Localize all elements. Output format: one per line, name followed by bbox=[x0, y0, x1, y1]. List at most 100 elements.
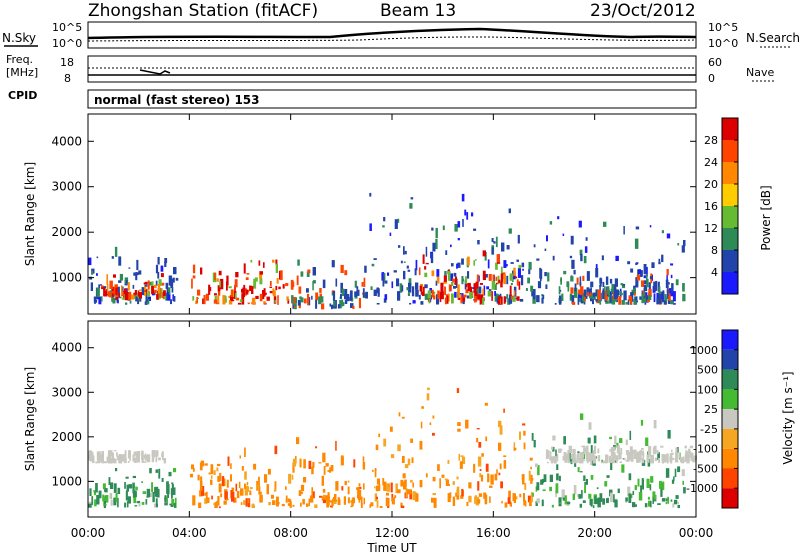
power-cell bbox=[603, 221, 607, 227]
power-cell bbox=[217, 285, 221, 292]
power-cell bbox=[584, 246, 588, 253]
vel-cell bbox=[449, 492, 452, 498]
vel-cell bbox=[457, 428, 461, 432]
vel-cell bbox=[395, 483, 398, 494]
power-cell bbox=[493, 241, 496, 244]
power-cell bbox=[296, 275, 299, 286]
vel-cell bbox=[264, 474, 268, 483]
power-cell bbox=[516, 259, 519, 262]
vel-cell bbox=[253, 463, 257, 470]
vel-cell bbox=[363, 483, 365, 490]
power-cell bbox=[670, 263, 674, 266]
vel-cell bbox=[220, 493, 223, 498]
vel-cell bbox=[104, 461, 108, 464]
vel-cell bbox=[190, 473, 193, 478]
power-cell bbox=[245, 289, 249, 295]
vel-cell bbox=[397, 444, 401, 452]
power-cell bbox=[403, 246, 405, 255]
vel-cell bbox=[558, 448, 562, 453]
power-cell bbox=[425, 262, 429, 265]
power-cell bbox=[682, 293, 686, 302]
power-cell bbox=[491, 247, 494, 255]
power-cell bbox=[100, 296, 103, 302]
vel-cell bbox=[660, 488, 663, 497]
vel-cell bbox=[142, 491, 147, 494]
vel-cell bbox=[198, 502, 202, 508]
freq-unit: [MHz] bbox=[6, 66, 38, 79]
freq-tick-low: 8 bbox=[64, 72, 71, 85]
power-cell bbox=[192, 275, 196, 279]
power-cell bbox=[331, 304, 334, 309]
power-cell bbox=[451, 293, 454, 304]
power-cell bbox=[597, 289, 601, 300]
vel-cell bbox=[401, 505, 405, 508]
power-cell bbox=[643, 284, 648, 291]
power-cell bbox=[370, 286, 373, 290]
vel-cell bbox=[667, 430, 671, 439]
power-cell bbox=[640, 273, 642, 278]
power-cell bbox=[418, 267, 421, 276]
power-cell bbox=[369, 192, 372, 197]
vel-cell bbox=[647, 456, 650, 461]
power-cell bbox=[122, 297, 125, 300]
power-cell bbox=[635, 300, 638, 303]
vel-cell bbox=[630, 458, 634, 462]
vel-cell bbox=[315, 446, 318, 449]
vel-cell bbox=[596, 487, 599, 490]
power-cell bbox=[132, 284, 135, 289]
vel-cell bbox=[561, 489, 565, 499]
power-cell bbox=[332, 304, 336, 309]
vel-cell bbox=[510, 503, 512, 507]
power-cell bbox=[467, 271, 470, 279]
power-cell bbox=[496, 298, 499, 304]
power-cell bbox=[599, 298, 602, 305]
power-cell bbox=[197, 297, 199, 299]
power-cell bbox=[517, 268, 521, 278]
vel-cell bbox=[519, 431, 521, 440]
vel-cell bbox=[584, 447, 587, 452]
power-cell bbox=[135, 272, 138, 281]
vel-cell bbox=[671, 479, 675, 484]
power-cell bbox=[592, 296, 594, 300]
vel-cell bbox=[124, 457, 127, 464]
vel-cell bbox=[312, 462, 315, 468]
power-cell bbox=[661, 254, 664, 263]
power-cell bbox=[125, 302, 128, 305]
power-cell bbox=[651, 262, 655, 268]
vel-cell bbox=[623, 457, 626, 461]
power-cell bbox=[286, 296, 289, 301]
power-cell bbox=[96, 273, 98, 276]
power-cell bbox=[601, 255, 604, 261]
vel-cell bbox=[658, 457, 660, 463]
power-cbar-swatch bbox=[722, 206, 738, 228]
power-cell bbox=[263, 262, 265, 268]
power-cell bbox=[508, 294, 513, 304]
power-cell bbox=[645, 266, 648, 277]
power-cell bbox=[542, 294, 545, 299]
power-cell bbox=[495, 276, 498, 281]
vel-cell bbox=[627, 486, 631, 497]
vel-cell bbox=[625, 439, 628, 446]
vel-cell bbox=[274, 481, 277, 490]
vel-cell bbox=[230, 463, 232, 469]
power-cell bbox=[230, 296, 234, 302]
power-cell bbox=[119, 273, 123, 281]
power-cell bbox=[202, 298, 205, 305]
vel-cell bbox=[321, 496, 325, 501]
vel-cell bbox=[553, 456, 557, 464]
freq-tick-high: 18 bbox=[60, 56, 74, 69]
vel-cell bbox=[578, 458, 582, 464]
power-cell bbox=[509, 285, 512, 296]
vel-cell bbox=[101, 460, 105, 464]
power-cell bbox=[165, 293, 168, 301]
power-cell bbox=[135, 295, 139, 302]
power-cell bbox=[350, 303, 354, 308]
vel-cell bbox=[401, 456, 405, 463]
vel-cell bbox=[522, 475, 525, 485]
power-cell bbox=[649, 276, 652, 280]
power-cell bbox=[148, 296, 151, 301]
vel-cell bbox=[535, 501, 538, 506]
power-cell bbox=[100, 284, 102, 286]
vel-cell bbox=[473, 463, 476, 473]
vel-cell bbox=[577, 467, 580, 473]
